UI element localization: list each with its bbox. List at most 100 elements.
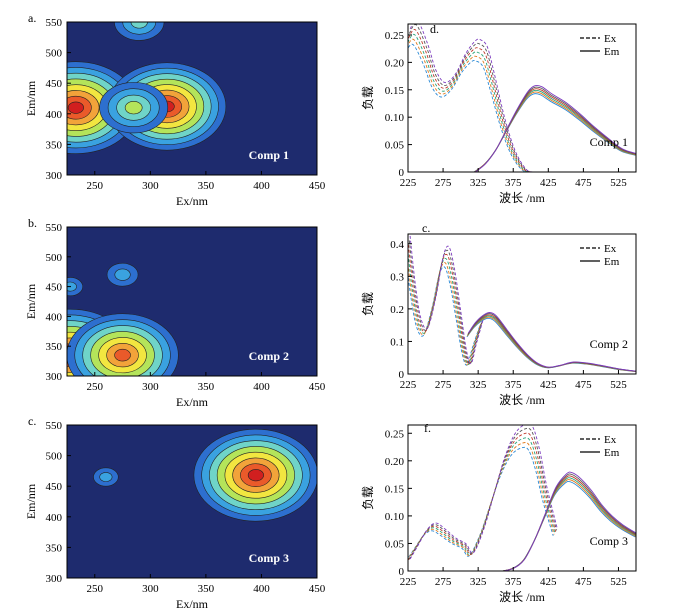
- x-tick-label: 250: [87, 381, 104, 393]
- y-tick-label: 0.25: [385, 30, 405, 42]
- y-tick-label: 550: [46, 420, 63, 432]
- series-line-ex-1: [408, 442, 555, 560]
- y-tick-label: 500: [46, 451, 63, 463]
- component-label: Comp 2: [590, 337, 628, 351]
- series-line-em-5: [503, 471, 636, 571]
- x-tick-label: 450: [309, 180, 326, 192]
- y-tick-label: 0.2: [390, 304, 404, 316]
- legend-label-ex: Ex: [604, 33, 617, 45]
- y-axis-label: Em/nm: [24, 80, 38, 116]
- y-axis-label: Em/nm: [24, 283, 38, 319]
- x-tick-label: 400: [253, 381, 270, 393]
- plot-frame: [66, 424, 318, 579]
- series-line-em-5: [467, 312, 636, 372]
- y-tick-label: 300: [46, 573, 63, 585]
- x-tick-label: 275: [435, 177, 452, 189]
- x-tick-label: 300: [142, 381, 159, 393]
- x-tick-label: 425: [540, 379, 557, 391]
- series-line-ex-5: [409, 235, 485, 364]
- x-axis-label: Ex/nm: [176, 194, 209, 208]
- series-line-ex-3: [408, 244, 483, 365]
- x-tick-label: 475: [575, 576, 592, 588]
- y-tick-label: 300: [46, 170, 63, 182]
- y-tick-label: 300: [46, 371, 63, 383]
- y-tick-label: 0.1: [390, 336, 404, 348]
- legend-label-ex: Ex: [604, 434, 617, 446]
- contour-level-p1-l2: [99, 472, 113, 482]
- x-tick-label: 375: [505, 576, 522, 588]
- legend-label-em: Em: [604, 447, 620, 459]
- x-tick-label: 275: [435, 379, 452, 391]
- x-axis-label: Ex/nm: [176, 395, 209, 409]
- x-tick-label: 525: [610, 177, 627, 189]
- x-tick-label: 325: [470, 576, 487, 588]
- x-tick-label: 375: [505, 379, 522, 391]
- series-line-ex-0: [408, 446, 554, 559]
- y-tick-label: 0.4: [390, 239, 404, 251]
- component-label: Comp 3: [590, 534, 628, 548]
- x-tick-label: 475: [575, 379, 592, 391]
- y-tick-label: 0.15: [385, 85, 405, 97]
- y-tick-label: 550: [46, 17, 63, 29]
- series-line-ex-3: [408, 432, 557, 561]
- x-tick-label: 450: [309, 381, 326, 393]
- series-line-em-5: [475, 84, 636, 172]
- y-tick-label: 0.25: [385, 428, 405, 440]
- contour-level-p3-l3: [130, 22, 148, 29]
- x-tick-label: 350: [198, 381, 215, 393]
- contour-panel-a: 250 300 350 400 450 300 350 400 450 500 550 Ex/nm Em…: [24, 11, 326, 208]
- x-tick-label: 225: [400, 379, 417, 391]
- x-tick-label: 425: [540, 576, 557, 588]
- contour-level-p0-l8: [67, 101, 84, 114]
- series-line-ex-3: [408, 28, 532, 172]
- y-axis-label: 负载: [361, 86, 375, 110]
- series-line-em-0: [473, 93, 636, 172]
- y-tick-label: 0.20: [385, 456, 405, 468]
- y-tick-label: 450: [46, 481, 63, 493]
- plot-frame: [407, 23, 637, 173]
- x-tick-label: 250: [87, 180, 104, 192]
- x-tick-label: 350: [198, 180, 215, 192]
- y-tick-label: 0.10: [385, 112, 405, 124]
- x-axis-label: 波长 /nm: [499, 590, 545, 604]
- y-axis-label: 负载: [361, 292, 375, 316]
- x-tick-label: 325: [470, 177, 487, 189]
- series-line-em-0: [501, 481, 636, 571]
- y-tick-label: 0.05: [385, 140, 405, 152]
- series-line-ex-2: [408, 33, 531, 172]
- plot-frame: [407, 233, 637, 375]
- x-tick-label: 250: [87, 583, 104, 595]
- plot-frame: [66, 226, 318, 377]
- y-tick-label: 0.15: [385, 483, 405, 495]
- panel-label: c.: [28, 414, 36, 428]
- series-line-ex-5: [409, 24, 534, 172]
- x-tick-label: 400: [253, 180, 270, 192]
- contour-body: [67, 22, 227, 154]
- series-line-ex-4: [408, 427, 558, 560]
- y-tick-label: 500: [46, 48, 63, 60]
- series-line-ex-2: [408, 437, 556, 561]
- y-tick-label: 450: [46, 78, 63, 90]
- y-tick-label: 450: [46, 282, 63, 294]
- x-tick-label: 450: [309, 583, 326, 595]
- contour-level-p0-l8: [247, 469, 264, 482]
- x-tick-label: 225: [400, 177, 417, 189]
- x-tick-label: 275: [435, 576, 452, 588]
- y-tick-label: 350: [46, 139, 63, 151]
- legend-label-em: Em: [604, 46, 620, 58]
- x-tick-label: 475: [575, 177, 592, 189]
- plot-frame: [407, 424, 637, 572]
- panel-label: f.: [424, 421, 431, 435]
- line-panel-f: 225 275 325 375 425 475 525 0 0.05 0.10 0.15 0.20 0.…: [361, 421, 637, 604]
- x-axis-label: 波长 /nm: [499, 191, 545, 205]
- y-tick-label: 400: [46, 109, 63, 121]
- series-line-ex-0: [408, 43, 529, 172]
- component-label: Comp 1: [249, 148, 289, 162]
- contour-body: [93, 428, 317, 522]
- panel-label: d.: [430, 22, 439, 36]
- contour-level-p1-l7: [114, 348, 131, 362]
- line-panel-d: 225 275 325 375 425 475 525 0 0.05 0.10 0.15 0.20 0.…: [361, 22, 637, 205]
- y-tick-label: 550: [46, 222, 63, 234]
- x-tick-label: 225: [400, 576, 417, 588]
